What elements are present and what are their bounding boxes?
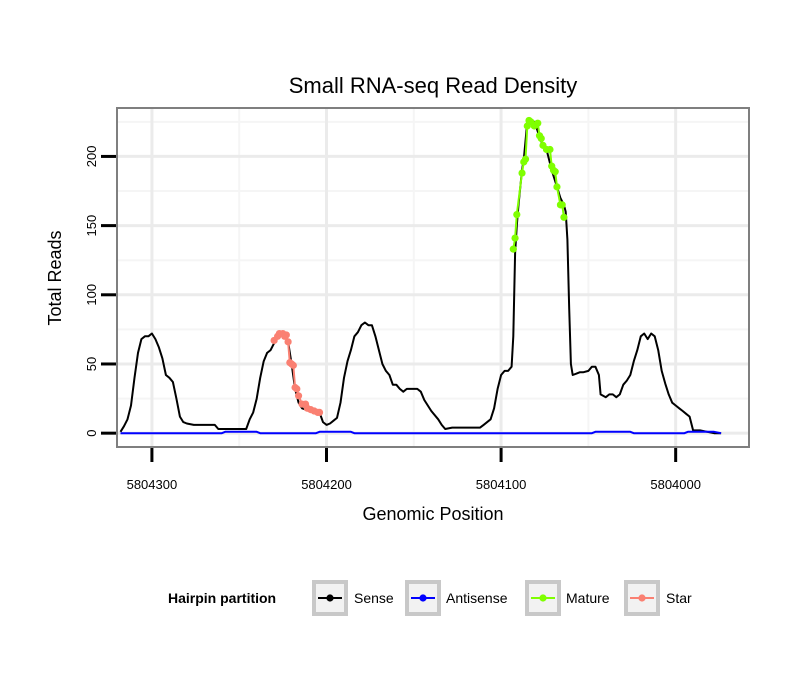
data-point-mature [511,234,519,242]
legend-label-mature: Mature [566,590,610,606]
y-tick-label: 100 [84,284,99,306]
legend-key-point [419,594,427,602]
y-axis: 0 50 100 150 200 [84,146,116,437]
legend-label-antisense: Antisense [446,590,508,606]
data-point-star [284,338,292,346]
data-point-mature [534,119,542,127]
data-point-mature [551,168,559,176]
legend-label-star: Star [666,590,692,606]
x-tick-label: 5804300 [127,477,178,492]
x-tick-label: 5804100 [476,477,527,492]
data-point-mature [546,145,554,154]
data-point-star [282,331,290,339]
legend-key-point [539,594,547,602]
legend-label-sense: Sense [354,590,394,606]
data-point-mature [553,183,561,191]
data-point-mature [518,169,526,177]
series-layer [119,116,722,435]
chart-title: Small RNA-seq Read Density [289,73,578,98]
x-tick-label: 5804200 [301,477,352,492]
data-point-star [294,392,303,400]
legend-title: Hairpin partition [168,590,276,606]
data-point-star [293,385,301,393]
data-point-mature [513,210,521,219]
x-tick-label: 5804000 [650,477,701,492]
data-point-mature [537,134,545,143]
data-point-mature [558,201,566,209]
y-tick-label: 200 [84,146,99,168]
series-line-sense [119,120,722,435]
y-axis-title: Total Reads [45,230,65,325]
y-tick-label: 150 [84,215,99,237]
plot-panel [116,107,750,448]
data-point-mature [560,213,568,221]
y-tick-label: 0 [84,430,99,437]
legend: Hairpin partition Sense Antisense Mature St… [168,580,692,616]
x-axis-title: Genomic Position [362,504,503,524]
series-line-antisense [120,430,722,435]
data-point-mature [509,245,517,253]
legend-key-point [326,594,334,602]
legend-key-point [638,594,646,602]
x-axis: 5804300 5804200 5804100 5804000 [127,448,701,492]
data-point-mature [521,155,530,163]
data-point-star [289,361,297,369]
y-tick-label: 50 [84,357,99,371]
data-point-star [315,408,324,417]
